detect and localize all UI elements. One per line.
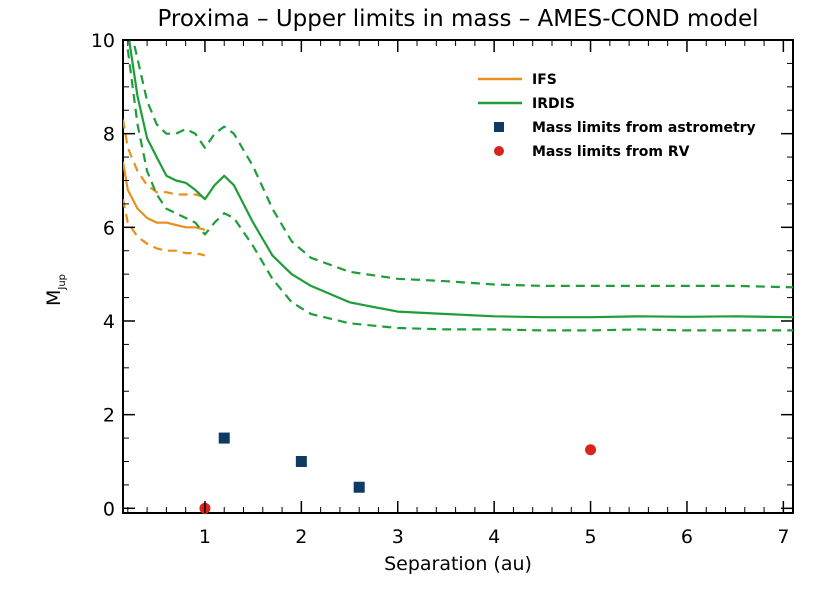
x-tick-label: 3	[392, 526, 404, 548]
series-ifs-lower	[123, 198, 206, 257]
series-irdis-lower	[126, 49, 793, 332]
plot-frame	[122, 39, 794, 514]
series-irdis	[128, 40, 793, 319]
y-tick-label: 0	[103, 498, 115, 520]
x-tick-label: 6	[681, 526, 693, 548]
legend: IFS IRDIS Mass limits from astrometry Mass …	[478, 72, 756, 160]
y-axis-label-main: M	[43, 290, 65, 306]
y-tick-label: 2	[103, 405, 115, 427]
ticks-layer: 1 2 3 4 5 6 7 0 2 4 6 8 10	[91, 30, 793, 548]
x-tick-label: 5	[585, 526, 597, 548]
y-axis-label: MJup	[43, 274, 68, 306]
x-tick-label: 2	[295, 526, 307, 548]
series-irdis-upper	[132, 40, 793, 289]
legend-swatch-circle	[494, 146, 504, 156]
y-axis-label-sub: Jup	[57, 274, 68, 291]
point-astrometry-0	[218, 432, 230, 444]
legend-label: IRDIS	[532, 96, 575, 112]
legend-label: IFS	[532, 72, 557, 88]
x-axis-label: Separation (au)	[384, 553, 532, 575]
x-tick-label: 1	[199, 526, 211, 548]
y-tick-label: 10	[91, 30, 115, 52]
plot-area: 1 2 3 4 5 6 7 0 2 4 6 8 10	[91, 30, 794, 548]
y-tick-label: 4	[103, 311, 115, 333]
legend-label: Mass limits from RV	[532, 144, 690, 160]
chart-title: Proxima – Upper limits in mass – AMES-CO…	[157, 6, 758, 32]
svg-text:MJup: MJup	[43, 274, 68, 306]
legend-entry-0: IFS	[478, 72, 557, 88]
y-tick-label: 8	[103, 124, 115, 146]
legend-entry-1: IRDIS	[478, 96, 575, 112]
point-astrometry-1	[295, 455, 307, 467]
legend-label: Mass limits from astrometry	[532, 120, 756, 136]
y-tick-label: 6	[103, 217, 115, 239]
point-rv-1	[585, 444, 597, 456]
x-tick-label: 4	[488, 526, 500, 548]
series-layer	[123, 40, 793, 332]
point-astrometry-2	[353, 481, 365, 493]
series-ifs	[123, 161, 206, 231]
legend-swatch-square	[494, 122, 504, 132]
x-tick-label: 7	[777, 526, 789, 548]
legend-entry-3: Mass limits from RV	[494, 144, 690, 160]
legend-entry-2: Mass limits from astrometry	[494, 120, 756, 136]
